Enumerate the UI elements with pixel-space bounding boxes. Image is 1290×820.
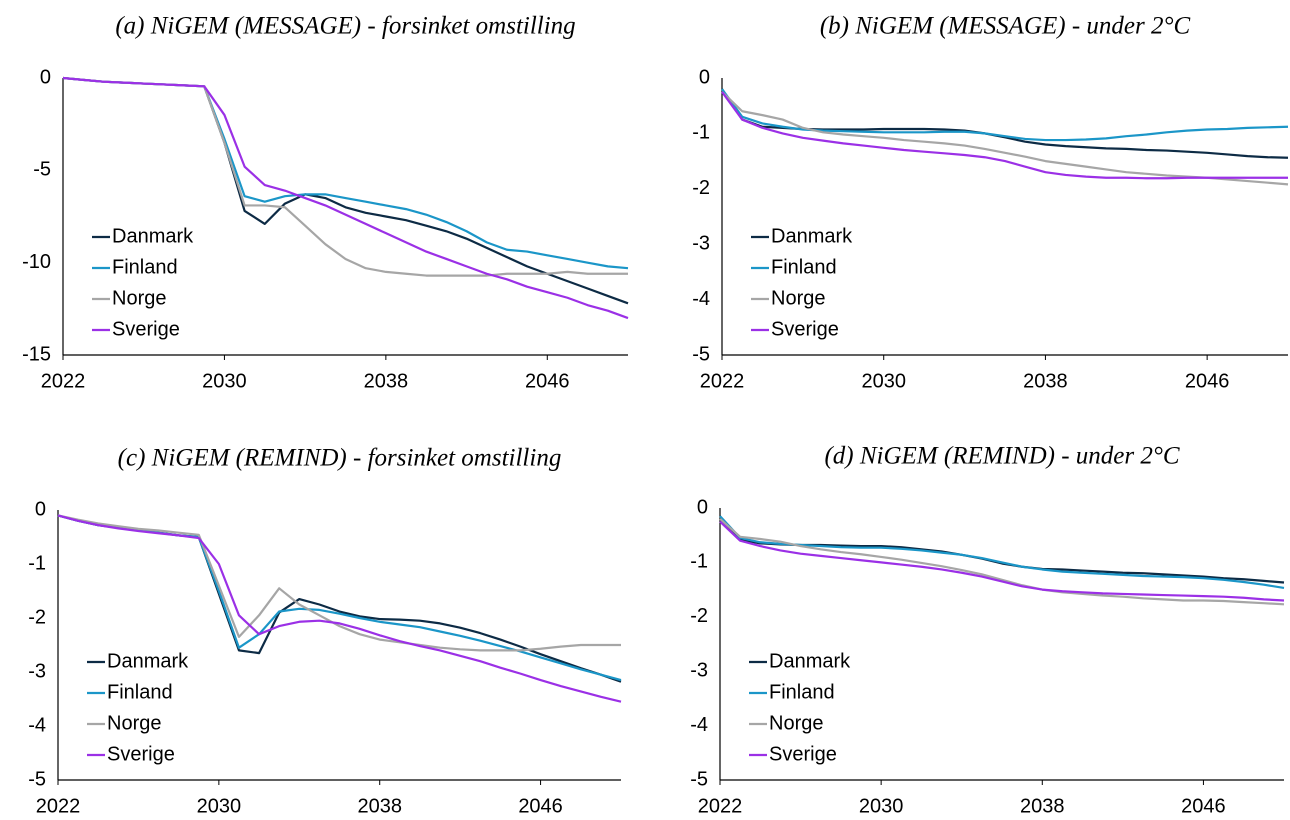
series-line xyxy=(721,88,1289,159)
series-line xyxy=(57,514,622,703)
x-tick-label: 2038 xyxy=(1023,370,1068,392)
series-line xyxy=(721,88,1289,142)
y-tick-label: -2 xyxy=(692,177,710,199)
panel: (a) NiGEM (MESSAGE) - forsinket omstilli… xyxy=(22,13,629,392)
y-tick-label: -2 xyxy=(690,605,708,627)
series-line xyxy=(719,518,1285,584)
chart-title: (d) NiGEM (REMIND) - under 2°C xyxy=(824,443,1179,470)
panel: (b) NiGEM (MESSAGE) - under 2°C 0 -1 -2 -3 -4… xyxy=(692,13,1289,392)
y-tick-label: -3 xyxy=(692,232,710,254)
y-tick-label: -4 xyxy=(692,288,710,310)
chart-title: (b) NiGEM (MESSAGE) - under 2°C xyxy=(820,13,1191,40)
series-line xyxy=(62,76,629,320)
y-tick-label: -3 xyxy=(690,659,708,681)
x-tick-label: 2030 xyxy=(861,370,906,392)
y-tick-label: 0 xyxy=(40,66,51,88)
y-tick-label: -5 xyxy=(692,343,710,365)
y-tick-label: -10 xyxy=(22,251,51,273)
legend-label: Norge xyxy=(771,287,825,309)
x-tick-label: 2046 xyxy=(518,795,563,817)
x-tick-label: 2046 xyxy=(1181,795,1226,817)
x-tick-label: 2038 xyxy=(1020,795,1065,817)
x-tick-label: 2022 xyxy=(36,795,81,817)
y-tick-label: -1 xyxy=(692,122,710,144)
x-tick-label: 2030 xyxy=(197,795,242,817)
legend-label: Finland xyxy=(112,256,178,278)
series-line xyxy=(719,520,1285,602)
y-tick-label: -2 xyxy=(28,606,46,628)
y-tick-label: -1 xyxy=(28,552,46,574)
y-tick-label: -3 xyxy=(28,660,46,682)
x-tick-label: 2022 xyxy=(700,370,745,392)
legend-label: Danmark xyxy=(112,225,194,247)
y-tick-label: -5 xyxy=(33,159,51,181)
series-line xyxy=(719,518,1285,606)
x-tick-label: 2046 xyxy=(525,370,570,392)
series-line xyxy=(719,515,1285,590)
x-tick-label: 2038 xyxy=(364,370,409,392)
y-tick-label: -4 xyxy=(28,714,46,736)
x-tick-label: 2022 xyxy=(698,795,743,817)
y-tick-label: -15 xyxy=(22,343,51,365)
legend-label: Finland xyxy=(769,681,835,703)
y-tick-label: -4 xyxy=(690,714,708,736)
legend-label: Norge xyxy=(112,287,166,309)
legend-label: Sverige xyxy=(112,318,180,340)
x-tick-label: 2030 xyxy=(859,795,904,817)
x-tick-label: 2022 xyxy=(41,370,86,392)
x-tick-label: 2038 xyxy=(357,795,402,817)
y-tick-label: -5 xyxy=(690,768,708,790)
legend-label: Danmark xyxy=(107,650,189,672)
y-tick-label: -1 xyxy=(690,551,708,573)
y-tick-label: 0 xyxy=(697,496,708,518)
y-tick-label: 0 xyxy=(699,66,710,88)
series-line xyxy=(57,514,621,652)
legend-label: Sverige xyxy=(107,743,175,765)
legend-label: Danmark xyxy=(771,225,853,247)
legend-label: Finland xyxy=(771,256,837,278)
series-line xyxy=(721,91,1288,180)
legend-label: Norge xyxy=(769,712,823,734)
legend-label: Finland xyxy=(107,681,173,703)
chart-title: (c) NiGEM (REMIND) - forsinket omstillin… xyxy=(118,445,562,472)
panel: (c) NiGEM (REMIND) - forsinket omstillin… xyxy=(28,445,622,817)
legend-label: Sverige xyxy=(769,743,837,765)
y-tick-label: -5 xyxy=(28,768,46,790)
legend-label: Norge xyxy=(107,712,161,734)
legend-label: Sverige xyxy=(771,318,839,340)
x-tick-label: 2046 xyxy=(1185,370,1230,392)
x-tick-label: 2030 xyxy=(202,370,247,392)
chart-title: (a) NiGEM (MESSAGE) - forsinket omstilli… xyxy=(115,13,575,40)
legend-label: Danmark xyxy=(769,650,851,672)
panel: (d) NiGEM (REMIND) - under 2°C 0 -1 -2 -3 -4 -… xyxy=(690,443,1285,817)
y-tick-label: 0 xyxy=(35,498,46,520)
